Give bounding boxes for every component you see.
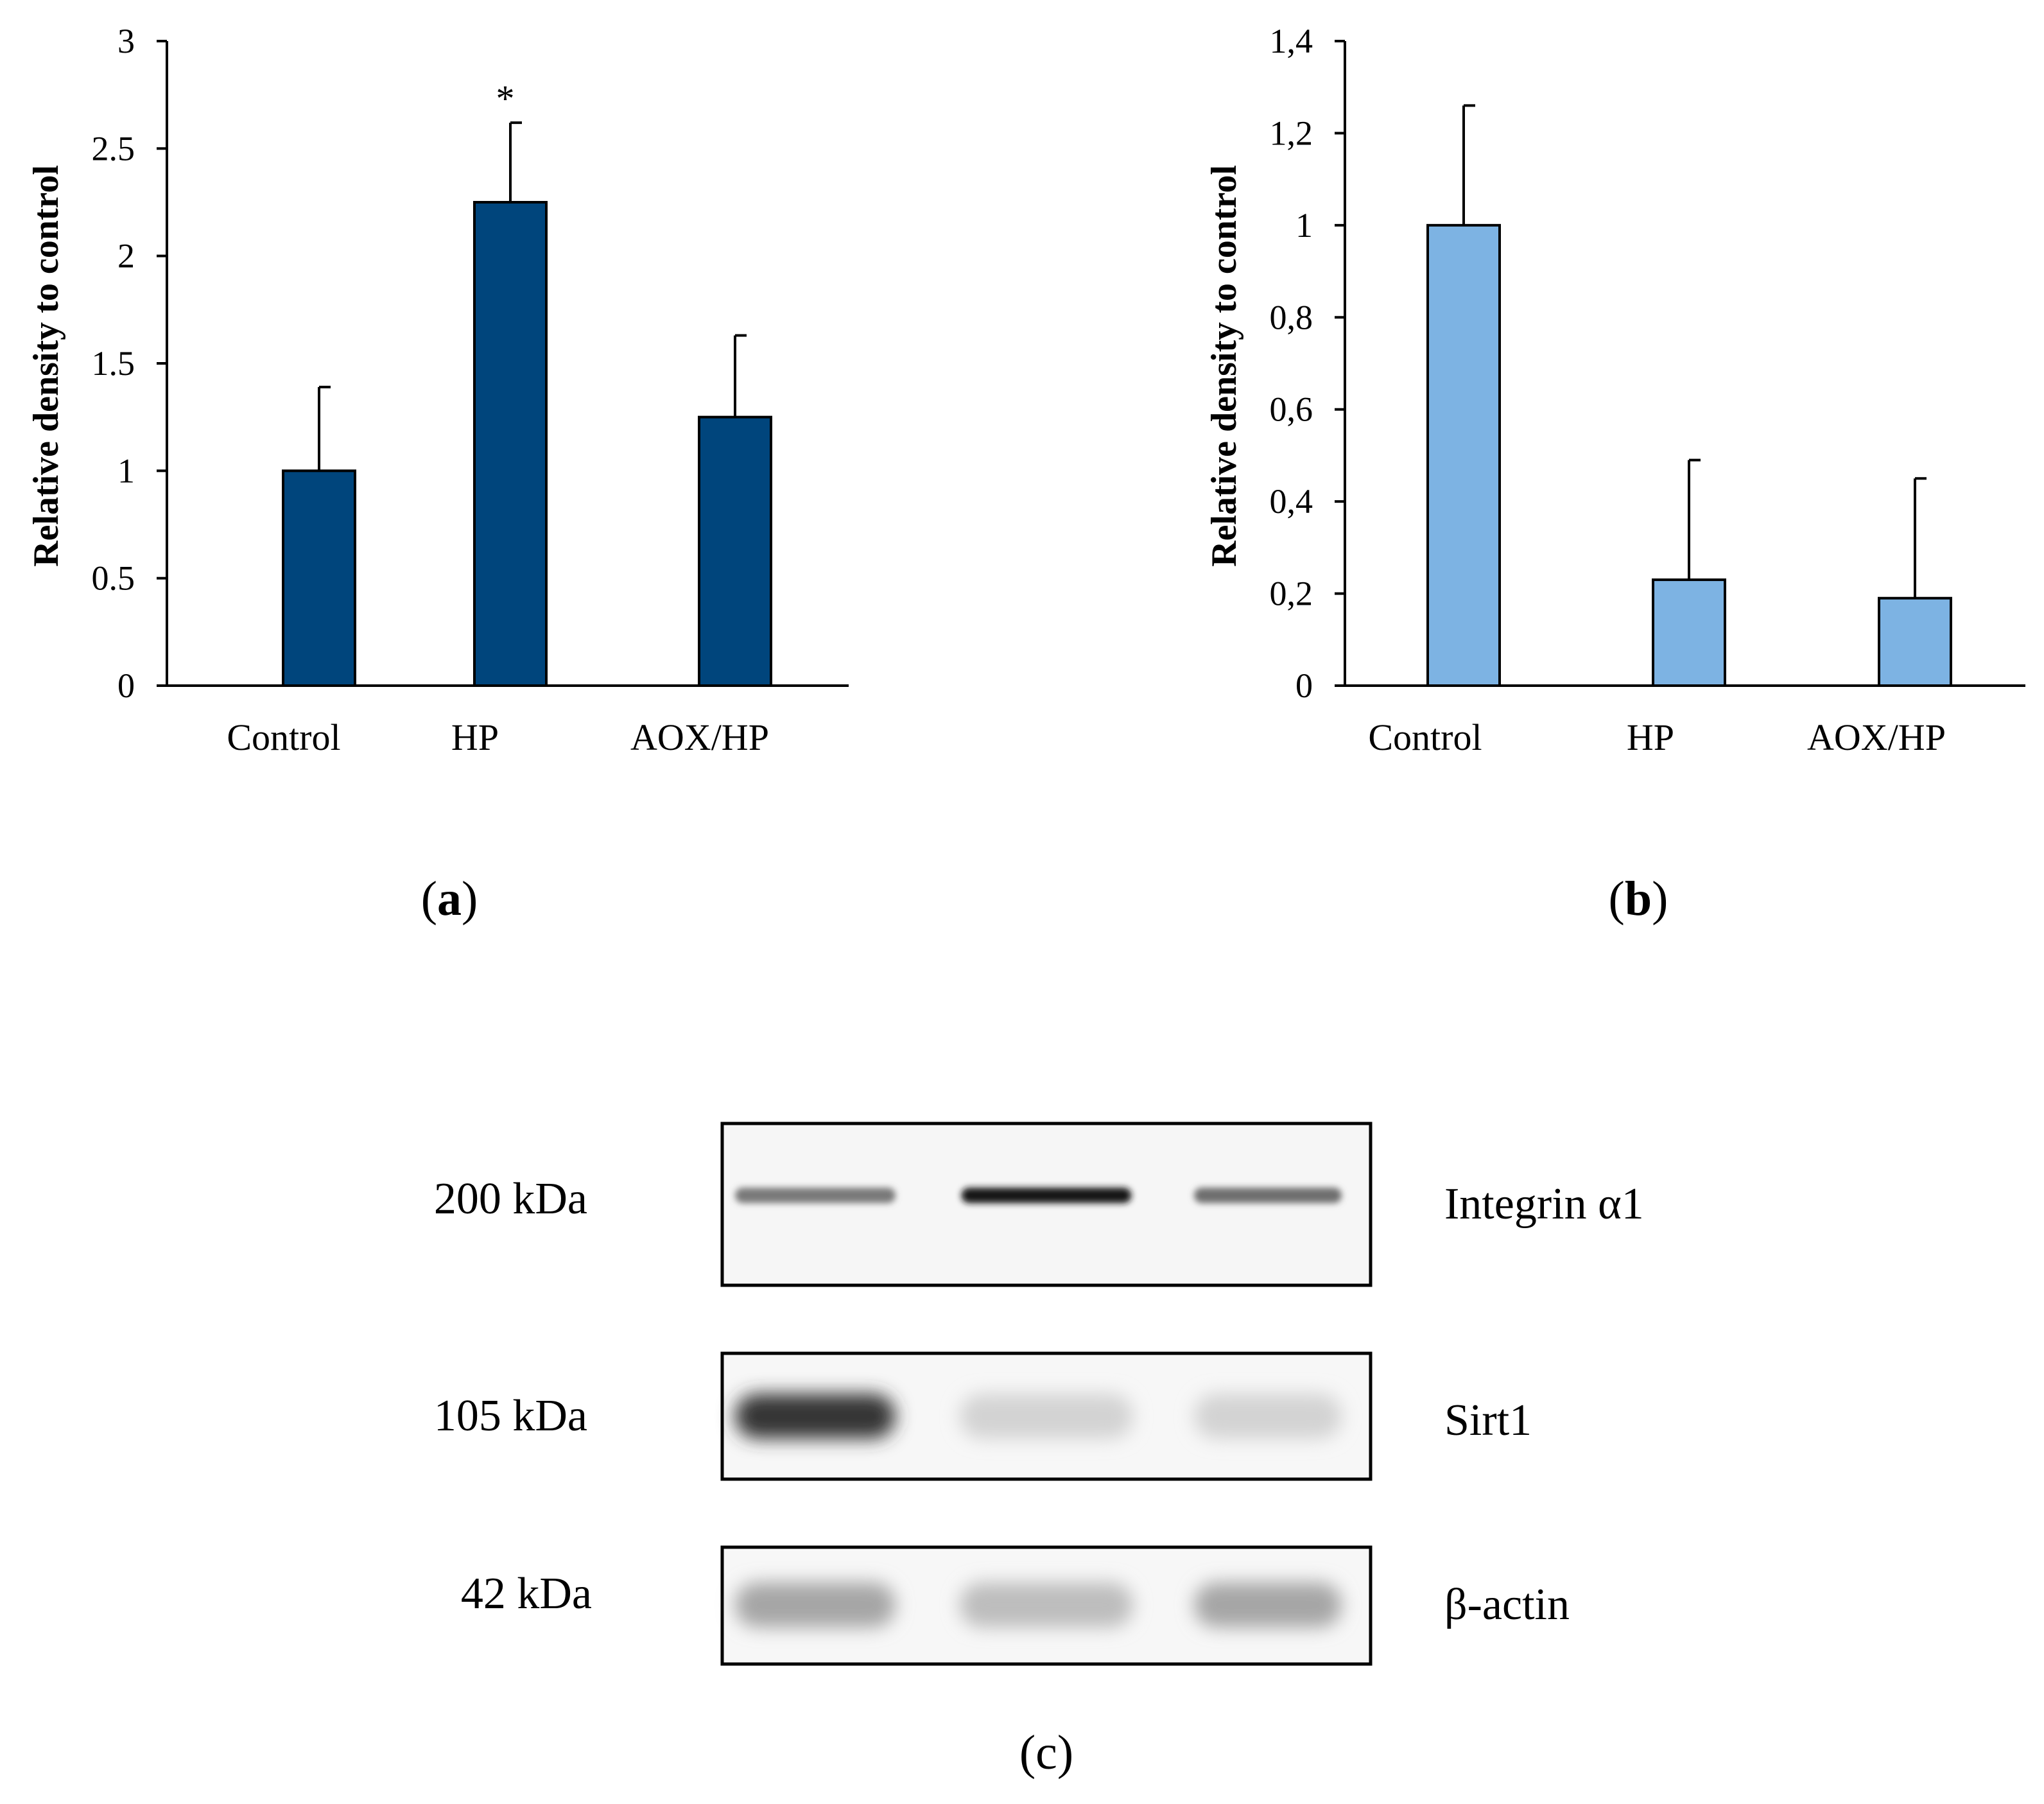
blot-band <box>960 1394 1133 1439</box>
blot-band <box>961 1188 1132 1203</box>
blot-band <box>1194 1394 1342 1439</box>
bar-hp <box>1652 578 1726 687</box>
blot-protein-label: Sirt1 <box>1444 1396 1532 1445</box>
y-tick-label: 0.5 <box>92 559 135 598</box>
bar-aox-hp <box>1878 596 1952 687</box>
chart-b-bars <box>1426 223 1952 688</box>
blot-size-label: 200 kDa <box>434 1174 587 1224</box>
chart-a-panel-label: (a) <box>421 872 478 926</box>
blot-band <box>960 1583 1133 1627</box>
bar-aox-hp <box>698 415 772 688</box>
y-tick-label: 3 <box>117 22 135 60</box>
chart-a-errorbars <box>318 121 747 471</box>
y-tick-label: 1.5 <box>92 344 135 383</box>
blot-panel-label: (c) <box>1019 1726 1073 1780</box>
blot-protein-label: Integrin α1 <box>1444 1179 1644 1229</box>
x-tick-label: AOX/HP <box>630 716 769 758</box>
blot-band <box>735 1583 896 1627</box>
blot-band <box>735 1394 896 1439</box>
blot-bands-integrin <box>735 1188 1342 1203</box>
y-tick-label: 1 <box>1295 206 1313 245</box>
significance-marker: * <box>496 78 515 119</box>
chart-a-ylabel: Relative density to control <box>26 165 66 567</box>
y-tick-label: 2.5 <box>92 129 135 168</box>
bar-control <box>282 469 356 687</box>
y-tick-label: 0 <box>1295 666 1313 705</box>
x-tick-label: Control <box>1368 716 1482 758</box>
western-blot: 200 kDa Integrin α1 105 kDa Sirt1 42 kDa… <box>434 1122 1644 1780</box>
x-tick-label: Control <box>227 716 340 758</box>
chart-b-errorbars <box>1462 104 1927 598</box>
blot-size-label: 42 kDa <box>461 1569 592 1618</box>
y-tick-label: 0,2 <box>1270 575 1313 613</box>
y-tick-label: 2 <box>117 237 135 275</box>
blot-band <box>735 1188 896 1203</box>
x-tick-label: HP <box>1627 716 1674 758</box>
blot-band <box>1194 1188 1342 1203</box>
bar-control <box>1426 223 1501 688</box>
chart-b-ylabel: Relative density to control <box>1204 165 1244 567</box>
chart-b-panel-label: (b) <box>1609 872 1668 926</box>
chart-a: Relative density to control 0 0.5 1 1.5 2 2.5… <box>26 22 849 926</box>
chart-a-bars <box>282 201 772 688</box>
y-tick-label: 1,4 <box>1270 22 1313 60</box>
chart-b: Relative density to control 0 0,2 0,4 0,6 0,… <box>1204 22 2025 926</box>
blot-band <box>1194 1583 1342 1627</box>
chart-a-yticks: 0 0.5 1 1.5 2 2.5 3 <box>92 22 167 705</box>
blot-bands-sirt1 <box>735 1394 1342 1439</box>
blot-protein-label: β-actin <box>1444 1580 1570 1629</box>
chart-b-categories: Control HP AOX/HP <box>1368 716 1946 758</box>
y-tick-label: 0 <box>117 666 135 705</box>
y-tick-label: 1,2 <box>1270 114 1313 152</box>
chart-b-yticks: 0 0,2 0,4 0,6 0,8 1 1,2 1,4 <box>1270 22 1345 705</box>
x-tick-label: AOX/HP <box>1807 716 1946 758</box>
y-tick-label: 0,8 <box>1270 298 1313 336</box>
y-tick-label: 1 <box>117 451 135 490</box>
chart-a-categories: Control HP AOX/HP <box>227 716 769 758</box>
x-tick-label: HP <box>451 716 499 758</box>
blot-strip-integrin <box>720 1122 1373 1287</box>
chart-a-annotations: * <box>496 78 515 119</box>
y-tick-label: 0,4 <box>1270 482 1313 521</box>
y-tick-label: 0,6 <box>1270 390 1313 429</box>
blot-size-label: 105 kDa <box>434 1391 587 1441</box>
bar-hp <box>473 201 548 687</box>
blot-bands-beta-actin <box>735 1583 1342 1627</box>
